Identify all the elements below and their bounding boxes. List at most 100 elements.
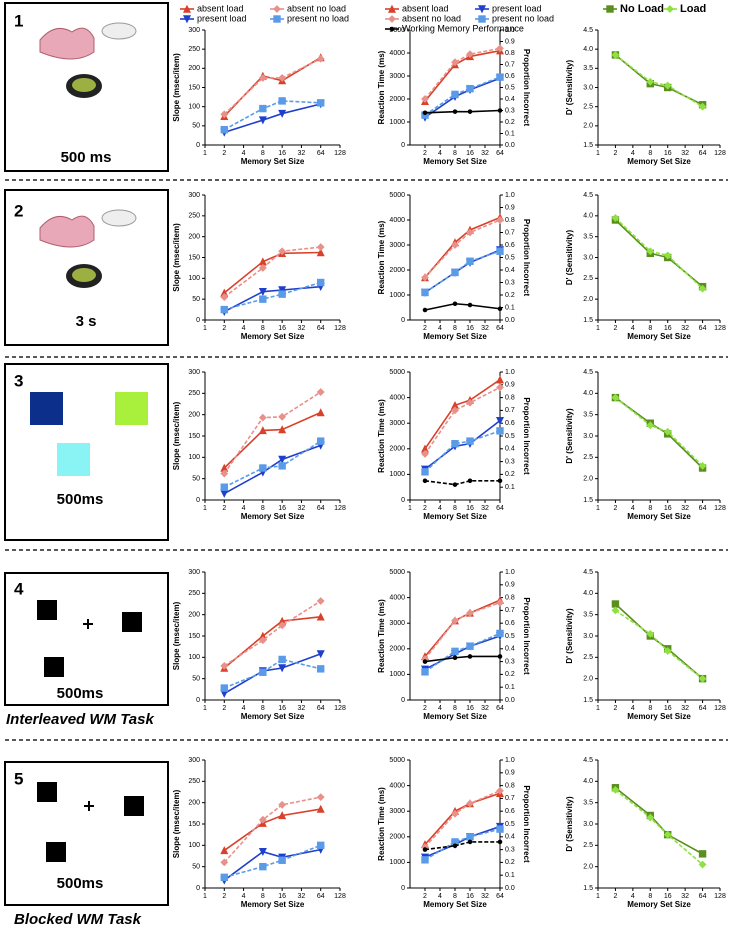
x-tick-label: 4 bbox=[438, 705, 442, 712]
marker bbox=[698, 850, 707, 858]
marker bbox=[258, 287, 267, 296]
y2-tick-label: 0.5 bbox=[505, 254, 515, 261]
y2-tick-label: 0.4 bbox=[505, 646, 515, 653]
marker bbox=[278, 462, 286, 470]
marker bbox=[497, 654, 503, 659]
marker bbox=[421, 95, 429, 103]
series-line bbox=[224, 844, 322, 879]
x-axis-label: Memory Set Size bbox=[241, 332, 305, 341]
y-tick-label: 100 bbox=[188, 454, 200, 461]
y-axis-label: Slope (msec/item) bbox=[172, 401, 181, 470]
y-tick-label: 3000 bbox=[389, 808, 405, 815]
y-tick-label: 250 bbox=[188, 46, 200, 53]
x-tick-label: 2 bbox=[222, 325, 226, 332]
y-tick-label: 50 bbox=[192, 296, 200, 303]
y-tick-label: 3.5 bbox=[583, 412, 593, 419]
marker bbox=[466, 799, 474, 808]
legend-label: present load bbox=[197, 13, 247, 23]
x-tick-label: 16 bbox=[278, 893, 286, 900]
y-tick-label: 4.0 bbox=[583, 778, 593, 785]
x-tick-label: 4 bbox=[438, 505, 442, 512]
series-line bbox=[614, 396, 704, 467]
marker bbox=[646, 421, 655, 430]
y2-tick-label: 0.9 bbox=[505, 204, 515, 211]
marker bbox=[467, 839, 473, 845]
y-tick-label: 2000 bbox=[389, 267, 405, 274]
x-tick-label: 8 bbox=[453, 705, 457, 712]
x-axis-label: Memory Set Size bbox=[241, 512, 305, 521]
series-line bbox=[223, 808, 321, 852]
panel-duration: 500ms bbox=[57, 685, 104, 702]
marker bbox=[467, 654, 473, 659]
marker bbox=[467, 478, 473, 484]
x-axis-label: Memory Set Size bbox=[627, 712, 691, 721]
y-tick-label: 5000 bbox=[389, 192, 405, 199]
x-tick-label: 128 bbox=[334, 505, 346, 512]
series-line bbox=[424, 655, 500, 663]
series-line bbox=[223, 58, 322, 115]
series-line bbox=[424, 250, 501, 294]
y-axis-label: Reaction Time (ms) bbox=[377, 787, 386, 861]
y-tick-label: 100 bbox=[188, 654, 200, 661]
x-tick-label: 32 bbox=[298, 893, 306, 900]
x-tick-label: 128 bbox=[714, 893, 726, 900]
x-tick-label: 2 bbox=[222, 893, 226, 900]
y-tick-label: 4.0 bbox=[583, 46, 593, 53]
marker bbox=[611, 393, 620, 402]
y2-tick-label: 1.0 bbox=[505, 757, 515, 764]
marker bbox=[220, 125, 228, 134]
series-line bbox=[223, 246, 321, 298]
marker bbox=[698, 284, 707, 293]
y-tick-label: 2000 bbox=[389, 834, 405, 841]
series-line bbox=[223, 391, 322, 475]
y2-tick-label: 0.2 bbox=[505, 859, 515, 866]
series-line bbox=[424, 49, 501, 102]
y-tick-label: 2.0 bbox=[583, 864, 593, 871]
y2-tick-label: 0.4 bbox=[505, 267, 515, 274]
y-tick-label: 3000 bbox=[389, 620, 405, 627]
marker bbox=[451, 406, 459, 415]
y-tick-label: 2.0 bbox=[583, 123, 593, 130]
legend-label: absent no load bbox=[402, 13, 461, 23]
y2-tick-label: 0.1 bbox=[505, 130, 515, 137]
y2-tick-label: 0.3 bbox=[505, 846, 515, 853]
y2-tick-label: 1.0 bbox=[505, 569, 515, 576]
marker bbox=[421, 273, 429, 282]
marker bbox=[477, 5, 487, 14]
marker bbox=[316, 793, 325, 802]
separators bbox=[5, 179, 728, 741]
marker bbox=[316, 388, 325, 396]
x-tick-label: 4 bbox=[631, 505, 635, 512]
marker bbox=[646, 247, 655, 256]
marker bbox=[663, 81, 672, 90]
marker bbox=[611, 785, 620, 794]
x-tick-label: 128 bbox=[334, 893, 346, 900]
series-line bbox=[223, 658, 321, 689]
y-tick-label: 1.5 bbox=[583, 142, 593, 149]
marker bbox=[273, 15, 281, 23]
marker bbox=[220, 846, 229, 855]
y-tick-label: 100 bbox=[188, 104, 200, 111]
y2-tick-label: 0.2 bbox=[505, 471, 515, 478]
y-tick-label: 50 bbox=[192, 123, 200, 130]
x-tick-label: 1 bbox=[408, 505, 412, 512]
marker bbox=[451, 58, 459, 67]
x-tick-label: 16 bbox=[466, 150, 474, 157]
y2-tick-label: 0.8 bbox=[505, 594, 515, 601]
marker bbox=[698, 674, 707, 683]
series-line bbox=[424, 828, 501, 861]
y2-tick-label: 0.8 bbox=[505, 782, 515, 789]
x-tick-label: 1 bbox=[203, 893, 207, 900]
series-line bbox=[424, 76, 501, 116]
marker bbox=[278, 856, 286, 864]
marker bbox=[278, 800, 287, 809]
marker bbox=[496, 427, 504, 435]
series-line bbox=[424, 825, 501, 859]
x-tick-label: 64 bbox=[699, 325, 707, 332]
x-tick-label: 2 bbox=[423, 150, 427, 157]
x-axis-label: Memory Set Size bbox=[423, 512, 487, 521]
x-tick-label: 4 bbox=[438, 325, 442, 332]
y2-tick-label: 0.3 bbox=[505, 458, 515, 465]
x-tick-label: 2 bbox=[222, 150, 226, 157]
